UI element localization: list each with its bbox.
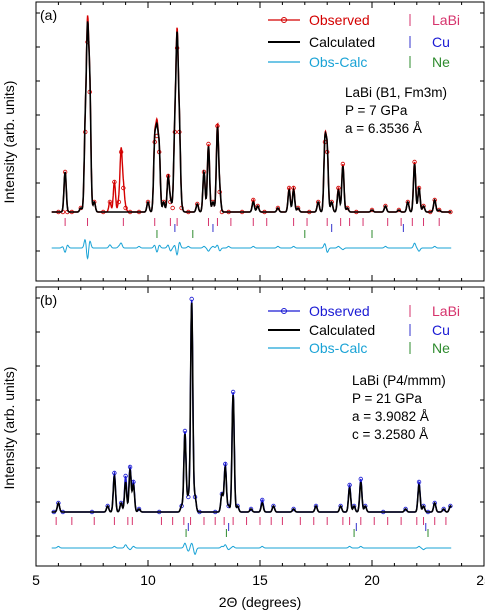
observed-point (383, 203, 388, 209)
panel-a-label: (a) (40, 7, 57, 23)
diff-curve (51, 542, 452, 555)
observed-point (416, 479, 422, 485)
observed-point (255, 203, 260, 209)
panel-a-diff-curve (51, 238, 452, 260)
panel-a-calculated-curve (51, 21, 452, 213)
legend-ne-label-a: Ne (432, 54, 450, 70)
legend-observed-label-a: Observed (309, 12, 370, 28)
observed-point (248, 506, 254, 512)
legend-observed-marker-a (281, 17, 287, 23)
legend-observed-marker-b (281, 308, 287, 314)
annotation-b-phase: LaBi (P4/mmm) (352, 373, 446, 388)
x-axis-label: 2Θ (degrees) (219, 594, 301, 610)
observed-point (189, 296, 194, 302)
panel-a: (a) Observed Calculated Obs-Calc LaBi Cu… (35, 1, 485, 282)
observed-point (121, 185, 126, 191)
observed-point (441, 506, 446, 512)
observed-point (448, 503, 453, 509)
panel-b-annotation: LaBi (P4/mmm) P = 21 GPa a = 3.9082 Å c … (352, 373, 446, 442)
observed-point (182, 428, 188, 434)
observed-point (358, 476, 363, 482)
annotation-a-lattice: a = 6.3536 Å (345, 121, 422, 136)
legend-diff-label-b: Obs-Calc (309, 340, 367, 356)
panel-a-annotation: LaBi (B1, Fm3m) P = 7 GPa a = 6.3536 Å (345, 85, 447, 136)
legend-labi-label-a: LaBi (432, 12, 460, 28)
panel-a-legend: Observed Calculated Obs-Calc LaBi Cu Ne (268, 12, 460, 70)
y-axis-label-a: Intensity (arb. units) (1, 81, 17, 204)
x-tick-label: 10 (140, 572, 156, 588)
observed-point (340, 161, 346, 167)
observed-point (112, 179, 117, 185)
annotation-b-pressure: P = 21 GPa (352, 391, 422, 406)
legend-ne-label-b: Ne (432, 340, 450, 356)
panel-b-calculated-curve (51, 302, 452, 513)
observed-point (260, 497, 265, 503)
panel-b-xticks (35, 287, 485, 566)
panel-b-label: (b) (40, 292, 57, 308)
panel-b-phase-ticks (55, 517, 447, 537)
annotation-a-phase: LaBi (B1, Fm3m) (345, 85, 447, 100)
observed-point (396, 207, 402, 213)
calculated-curve (51, 302, 452, 513)
x-tick-label: 15 (252, 572, 268, 588)
observed-point (347, 482, 352, 488)
observed-point (116, 199, 122, 205)
legend-cu-label-a: Cu (432, 34, 450, 50)
panel-b: (b) Observed Calculated Obs-Calc LaBi Cu… (35, 286, 485, 567)
annotation-b-lattice-a: a = 3.9082 Å (352, 409, 429, 424)
observed-point (123, 205, 128, 211)
y-axis-label-b: Intensity (arb. units) (1, 367, 17, 490)
panel-b-legend: Observed Calculated Obs-Calc LaBi Cu Ne (268, 303, 460, 356)
legend-cu-label-b: Cu (432, 322, 450, 338)
panel-a-yticks (36, 12, 484, 252)
annotation-b-lattice-c: c = 3.2580 Å (352, 427, 428, 442)
panel-a-frame (35, 1, 485, 282)
observed-point (403, 506, 408, 512)
observed-point (112, 470, 117, 476)
legend-observed-label-b: Observed (309, 303, 370, 319)
legend-diff-label-a: Obs-Calc (309, 54, 367, 70)
x-tick-label: 20 (364, 572, 380, 588)
x-tick-label: 5 (32, 572, 40, 588)
legend-labi-label-b: LaBi (432, 303, 460, 319)
observed-point (421, 203, 426, 209)
annotation-a-pressure: P = 7 GPa (345, 103, 408, 118)
legend-calculated-label-b: Calculated (309, 322, 375, 338)
panel-a-xticks (35, 2, 485, 281)
observed-point (206, 141, 211, 147)
observed-point (271, 503, 276, 509)
observed-point (412, 159, 417, 165)
observed-point (105, 503, 110, 509)
observed-point (123, 473, 128, 479)
observed-point (291, 506, 296, 512)
observed-point (338, 503, 343, 509)
calculated-curve (51, 21, 452, 213)
diff-curve (51, 238, 452, 260)
observed-point (313, 503, 319, 509)
observed-point (369, 207, 375, 213)
x-tick-labels: 5 10 15 20 25 (32, 572, 485, 588)
panel-b-diff-curve (51, 542, 452, 555)
panel-a-phase-ticks (64, 218, 440, 238)
observed-point (136, 506, 142, 512)
observed-point (230, 389, 236, 395)
observed-point (275, 205, 281, 211)
panel-b-yticks (36, 297, 484, 537)
legend-calculated-label-a: Calculated (309, 34, 375, 50)
observed-point (170, 205, 175, 211)
x-tick-label: 25 (476, 572, 485, 588)
observed-point (107, 199, 113, 205)
observed-point (118, 149, 124, 155)
